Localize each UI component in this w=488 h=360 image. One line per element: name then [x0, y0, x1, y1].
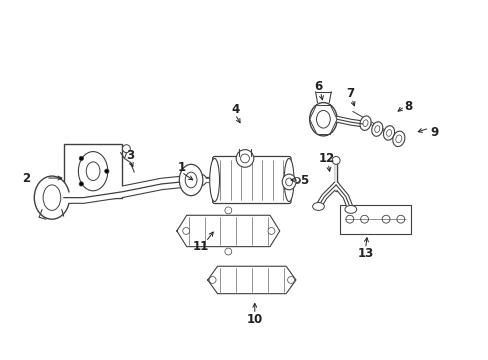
- Ellipse shape: [362, 120, 367, 126]
- Ellipse shape: [79, 182, 83, 186]
- Ellipse shape: [309, 103, 336, 136]
- Ellipse shape: [224, 248, 231, 255]
- Ellipse shape: [345, 215, 353, 223]
- Ellipse shape: [34, 176, 69, 219]
- Ellipse shape: [209, 158, 219, 202]
- Ellipse shape: [240, 154, 249, 163]
- Ellipse shape: [236, 150, 253, 167]
- Text: 8: 8: [404, 100, 412, 113]
- Bar: [339, 204, 410, 234]
- Ellipse shape: [43, 185, 61, 210]
- Ellipse shape: [360, 215, 368, 223]
- Text: 1: 1: [177, 161, 185, 174]
- Ellipse shape: [331, 157, 339, 164]
- Ellipse shape: [183, 228, 189, 234]
- Ellipse shape: [396, 215, 404, 223]
- Ellipse shape: [316, 111, 329, 128]
- Ellipse shape: [122, 145, 130, 153]
- Ellipse shape: [185, 172, 197, 188]
- Ellipse shape: [383, 126, 394, 140]
- Text: 10: 10: [246, 312, 263, 326]
- Polygon shape: [177, 215, 279, 247]
- Text: 6: 6: [314, 80, 322, 93]
- Ellipse shape: [359, 116, 370, 130]
- Ellipse shape: [179, 164, 203, 196]
- Ellipse shape: [287, 276, 294, 283]
- Ellipse shape: [374, 126, 379, 132]
- Ellipse shape: [104, 169, 109, 173]
- Ellipse shape: [209, 276, 216, 283]
- Text: 3: 3: [126, 149, 134, 162]
- Text: 13: 13: [357, 247, 373, 260]
- Text: 4: 4: [231, 103, 239, 116]
- Ellipse shape: [371, 122, 382, 136]
- Text: 2: 2: [22, 172, 30, 185]
- Ellipse shape: [312, 203, 324, 210]
- Bar: [63, 144, 122, 198]
- Text: 11: 11: [192, 240, 208, 253]
- Ellipse shape: [267, 228, 274, 234]
- Ellipse shape: [79, 156, 83, 161]
- Ellipse shape: [78, 152, 107, 191]
- Text: 9: 9: [429, 126, 437, 139]
- Ellipse shape: [382, 215, 389, 223]
- FancyBboxPatch shape: [212, 157, 290, 203]
- Ellipse shape: [86, 162, 100, 180]
- Ellipse shape: [284, 158, 293, 202]
- Ellipse shape: [395, 135, 401, 143]
- Text: 5: 5: [299, 174, 307, 186]
- Ellipse shape: [392, 131, 404, 147]
- Text: 12: 12: [318, 152, 334, 165]
- Ellipse shape: [386, 130, 391, 136]
- Ellipse shape: [285, 178, 292, 186]
- Ellipse shape: [344, 206, 356, 213]
- Text: 7: 7: [345, 87, 353, 100]
- Ellipse shape: [224, 207, 231, 214]
- Ellipse shape: [282, 174, 295, 190]
- Polygon shape: [207, 266, 295, 294]
